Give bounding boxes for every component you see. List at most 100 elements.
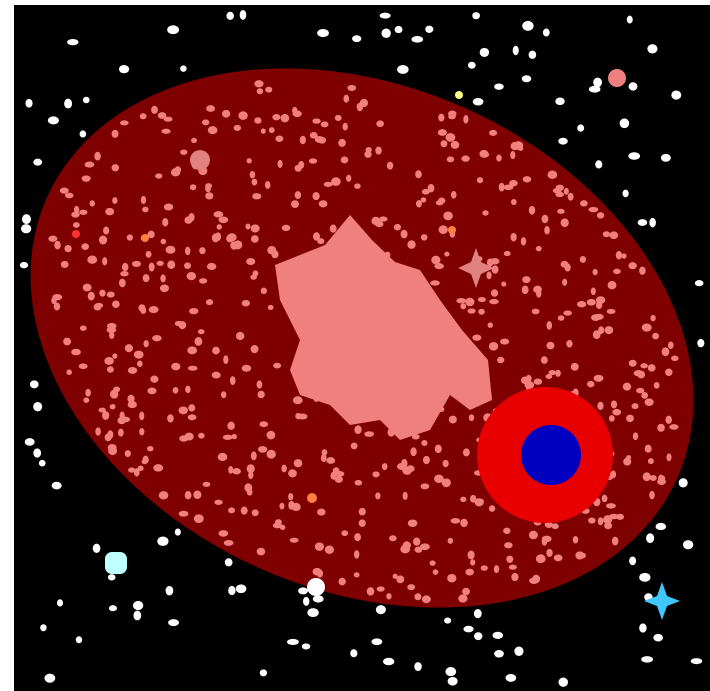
disk-star	[218, 530, 229, 537]
disk-star	[376, 120, 384, 128]
disk-star	[522, 276, 531, 284]
disk-star	[317, 238, 325, 245]
disk-star	[121, 262, 129, 272]
disk-star	[446, 156, 455, 163]
disk-star	[510, 199, 517, 206]
disk-star	[650, 314, 656, 322]
disk-star	[601, 494, 608, 503]
disk-star	[472, 334, 482, 341]
disk-star	[160, 238, 167, 245]
white-star	[20, 224, 32, 234]
disk-star	[602, 231, 611, 238]
disk-star	[139, 427, 145, 436]
disk-star	[496, 356, 505, 364]
white-star	[307, 578, 325, 596]
disk-star	[201, 119, 210, 126]
disk-star	[609, 231, 619, 240]
white-star	[472, 12, 480, 20]
disk-star	[143, 340, 149, 348]
disk-star	[551, 523, 559, 530]
disk-star	[54, 240, 61, 250]
disk-star	[206, 262, 217, 271]
white-star	[29, 380, 39, 389]
disk-star	[511, 572, 519, 582]
disk-star	[588, 206, 599, 213]
white-star	[660, 153, 671, 162]
disk-star	[375, 492, 381, 500]
white-star	[639, 623, 647, 633]
white-star	[107, 574, 116, 581]
disk-star	[147, 387, 157, 395]
white-star	[67, 38, 79, 46]
disk-star	[609, 513, 619, 520]
disk-star	[482, 210, 489, 216]
disk-star	[580, 200, 588, 207]
disk-star	[288, 492, 294, 501]
white-star	[383, 657, 395, 666]
disk-star	[397, 462, 407, 471]
disk-star	[53, 302, 61, 311]
disk-star	[347, 84, 357, 91]
disk-star	[400, 544, 411, 554]
white-star	[444, 617, 452, 624]
disk-star	[265, 86, 273, 93]
disk-star	[87, 255, 98, 264]
disk-star	[105, 207, 115, 216]
disk-star	[460, 518, 468, 528]
disk-star	[156, 260, 164, 266]
disk-star	[510, 141, 520, 151]
disk-star	[161, 128, 171, 134]
white-star	[19, 261, 29, 269]
disk-star	[191, 137, 198, 144]
disk-star	[338, 138, 346, 147]
disk-star	[78, 363, 88, 370]
yellow-star	[455, 91, 463, 99]
disk-star	[421, 188, 430, 195]
white-star	[628, 82, 638, 91]
disk-star	[217, 452, 228, 462]
disk-star	[193, 490, 202, 500]
disk-star	[350, 442, 358, 450]
disk-star	[172, 387, 179, 394]
disk-star	[338, 577, 346, 586]
white-star	[593, 77, 603, 88]
disk-star	[218, 216, 229, 224]
disk-star	[185, 246, 191, 256]
disk-star	[422, 455, 430, 465]
disk-star	[406, 465, 415, 473]
disk-star	[371, 216, 381, 226]
white-star	[474, 632, 483, 641]
orange-dot	[141, 234, 149, 242]
disk-star	[207, 126, 218, 135]
white-star	[414, 662, 422, 672]
disk-star	[95, 427, 101, 436]
disk-star	[562, 278, 568, 286]
disk-star	[480, 565, 488, 571]
disk-star	[111, 164, 120, 172]
disk-star	[178, 406, 188, 415]
disk-star	[72, 222, 80, 228]
white-star	[425, 25, 434, 33]
white-star	[168, 619, 179, 627]
disk-star	[376, 586, 385, 592]
white-star	[40, 624, 47, 632]
disk-star	[66, 369, 72, 375]
disk-star	[626, 414, 634, 423]
disk-star	[228, 466, 234, 474]
white-star	[226, 11, 234, 20]
disk-star	[353, 572, 360, 578]
disk-star	[275, 135, 284, 142]
disk-star	[468, 414, 475, 422]
disk-star	[94, 151, 101, 161]
disk-star	[342, 122, 348, 131]
disk-star	[162, 217, 169, 227]
disk-star	[187, 414, 197, 421]
disk-star	[647, 458, 654, 465]
disk-star	[540, 356, 548, 364]
disk-star	[317, 508, 326, 516]
disk-star	[264, 181, 271, 189]
disk-star	[165, 245, 176, 254]
disk-star	[292, 396, 303, 405]
disk-star	[228, 507, 236, 514]
